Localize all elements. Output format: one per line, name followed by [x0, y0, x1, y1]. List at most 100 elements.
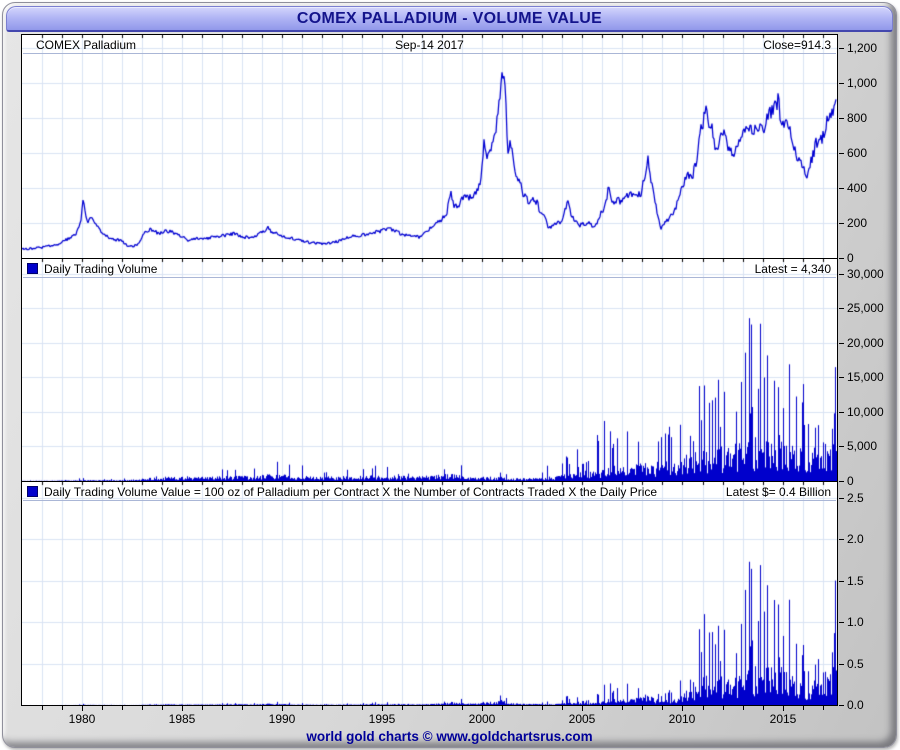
y-tick — [839, 153, 844, 154]
x-tick — [462, 706, 463, 710]
x-tick-label: 1985 — [168, 712, 196, 726]
volume-value-legend: Daily Trading Volume Value = 100 oz of P… — [27, 485, 657, 499]
page-title: COMEX PALLADIUM - VOLUME VALUE — [296, 10, 603, 27]
x-tick — [142, 706, 143, 710]
x-tick — [362, 706, 363, 710]
y-tick — [839, 412, 844, 413]
y-tick-label: 5,000 — [847, 439, 878, 453]
y-tick — [839, 705, 844, 706]
x-tick-label: 2000 — [468, 712, 496, 726]
y-tick-label: 1.0 — [847, 615, 864, 629]
x-tick — [342, 706, 343, 710]
title-bar: COMEX PALLADIUM - VOLUME VALUE — [6, 6, 893, 32]
x-tick — [322, 706, 323, 710]
volume-value-latest-label: Latest $= 0.4 Billion — [725, 485, 831, 499]
x-tick-label: 1980 — [68, 712, 96, 726]
volume-latest-label: Latest = 4,340 — [754, 262, 831, 276]
y-tick-label: 0.0 — [847, 698, 864, 712]
x-tick — [602, 706, 603, 710]
volume-legend: Daily Trading Volume — [27, 262, 157, 276]
x-tick — [442, 706, 443, 710]
x-tick-label: 1995 — [368, 712, 396, 726]
x-tick — [122, 706, 123, 710]
y-tick-label: 30,000 — [847, 267, 884, 281]
x-tick — [622, 706, 623, 710]
price-panel-header: COMEX Palladium Sep-14 2017 Close=914.3 — [23, 36, 836, 54]
y-tick — [839, 481, 844, 482]
x-tick — [542, 706, 543, 710]
price-panel: COMEX Palladium Sep-14 2017 Close=914.3 — [21, 34, 838, 259]
y-tick — [839, 539, 844, 540]
volume-value-legend-swatch-icon — [27, 486, 38, 497]
volume-value-legend-label: Daily Trading Volume Value = 100 oz of P… — [44, 485, 658, 499]
y-tick — [839, 308, 844, 309]
plot-stack: COMEX Palladium Sep-14 2017 Close=914.3 … — [21, 34, 838, 706]
y-tick — [839, 223, 844, 224]
y-axis-labels: 0 200 400 600 800 1,000 1,200 0 5,000 10,000 15,00… — [839, 3, 896, 747]
y-tick — [839, 377, 844, 378]
y-tick-label: 1,000 — [847, 76, 878, 90]
volume-chart-canvas — [22, 259, 837, 481]
x-tick-label: 2015 — [769, 712, 797, 726]
volume-legend-swatch-icon — [27, 263, 38, 274]
x-tick — [162, 706, 163, 710]
y-tick — [839, 343, 844, 344]
price-chart-canvas — [22, 35, 837, 258]
price-date-label: Sep-14 2017 — [395, 38, 464, 52]
y-tick-label: 0 — [847, 251, 854, 265]
x-tick — [763, 706, 764, 710]
y-tick — [839, 83, 844, 84]
x-tick — [62, 706, 63, 710]
x-tick — [262, 706, 263, 710]
y-tick — [839, 498, 844, 499]
x-tick — [562, 706, 563, 710]
x-tick — [642, 706, 643, 710]
y-tick — [839, 581, 844, 582]
x-tick — [222, 706, 223, 710]
y-tick-label: 20,000 — [847, 336, 884, 350]
x-tick — [823, 706, 824, 710]
volume-value-panel: Daily Trading Volume Value = 100 oz of P… — [21, 481, 838, 706]
y-tick — [839, 274, 844, 275]
y-tick-label: 0 — [847, 474, 854, 488]
x-tick — [783, 706, 784, 711]
x-tick — [723, 706, 724, 710]
y-tick-label: 10,000 — [847, 405, 884, 419]
x-tick — [682, 706, 683, 711]
volume-value-chart-canvas — [22, 482, 837, 705]
x-tick — [242, 706, 243, 710]
x-tick — [582, 706, 583, 711]
y-tick-label: 200 — [847, 216, 868, 230]
x-axis-labels: 1980 1985 1990 1995 2000 2005 2010 2015 — [22, 706, 838, 732]
x-tick — [402, 706, 403, 710]
x-tick — [182, 706, 183, 711]
volume-panel: Daily Trading Volume Latest = 4,340 — [21, 258, 838, 482]
x-tick — [703, 706, 704, 710]
y-tick — [839, 258, 844, 259]
x-tick-label: 2010 — [668, 712, 696, 726]
y-tick-label: 2.0 — [847, 532, 864, 546]
x-tick — [42, 706, 43, 710]
y-tick-label: 400 — [847, 181, 868, 195]
y-tick-label: 2.5 — [847, 491, 864, 505]
x-tick — [202, 706, 203, 710]
y-tick-label: 0.5 — [847, 657, 864, 671]
y-tick — [839, 48, 844, 49]
y-tick-label: 1,200 — [847, 41, 878, 55]
y-tick-label: 800 — [847, 111, 868, 125]
x-tick-label: 1990 — [268, 712, 296, 726]
y-tick — [839, 446, 844, 447]
price-series-label: COMEX Palladium — [36, 38, 137, 52]
y-tick-label: 25,000 — [847, 301, 884, 315]
y-tick-label: 600 — [847, 146, 868, 160]
volume-legend-label: Daily Trading Volume — [44, 262, 158, 276]
volume-panel-header: Daily Trading Volume Latest = 4,340 — [23, 260, 836, 278]
y-tick-label: 1.5 — [847, 574, 864, 588]
x-tick — [422, 706, 423, 710]
x-tick — [282, 706, 283, 711]
y-tick-label: 15,000 — [847, 370, 884, 384]
volume-value-panel-header: Daily Trading Volume Value = 100 oz of P… — [23, 483, 836, 501]
x-tick — [302, 706, 303, 710]
y-tick — [839, 664, 844, 665]
